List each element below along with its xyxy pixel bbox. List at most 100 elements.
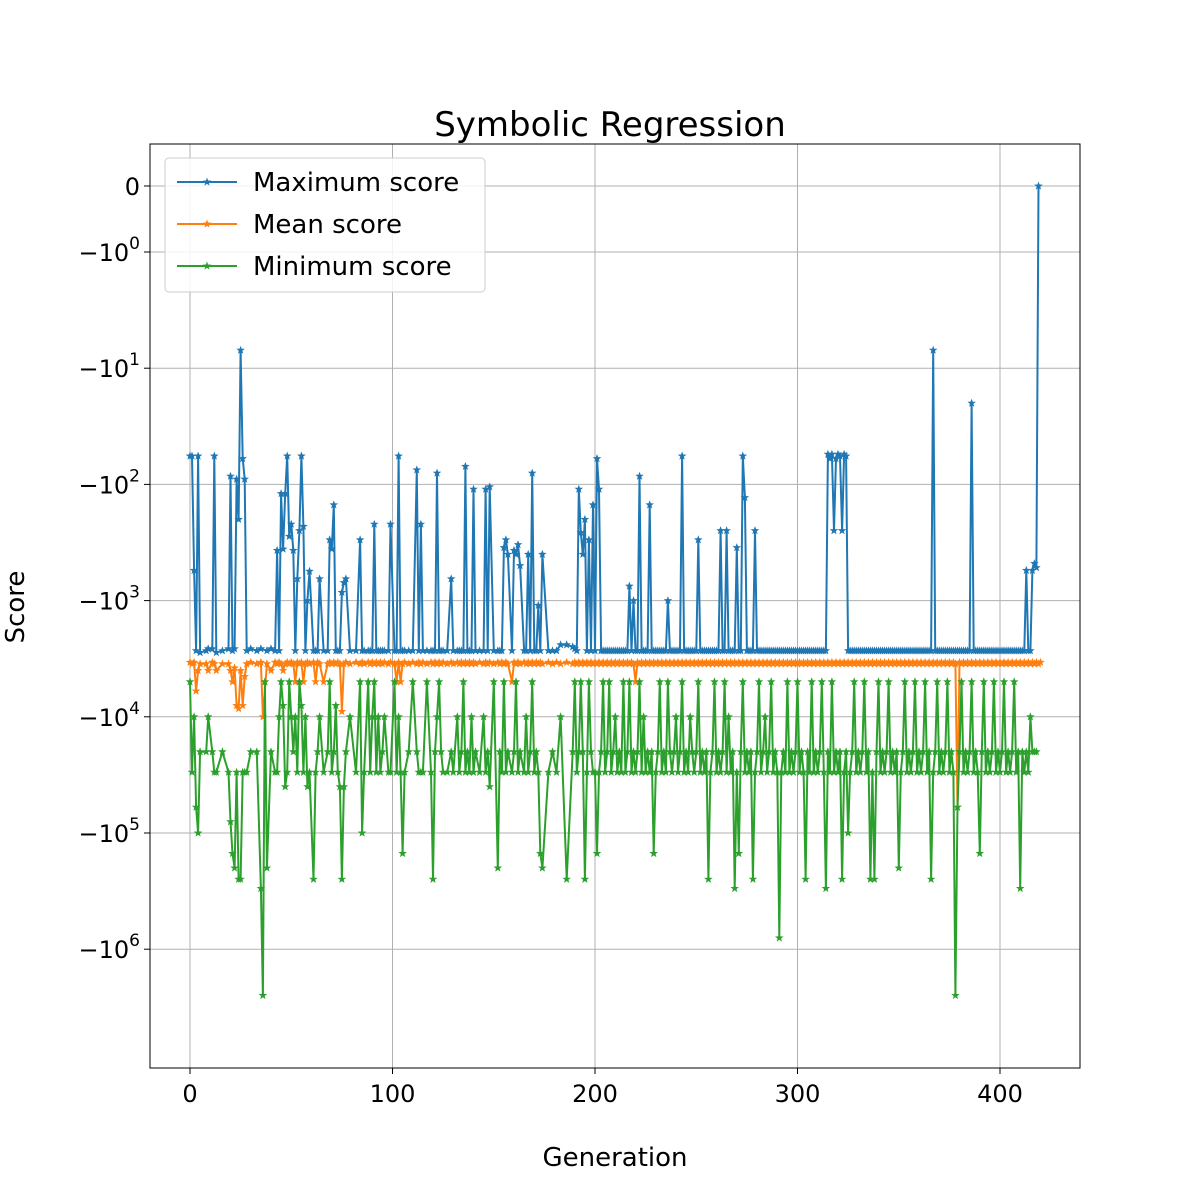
data-point-marker [951,659,960,668]
data-point-marker [700,659,709,668]
data-point-marker [983,747,993,756]
data-point-marker [461,461,470,470]
data-point-marker [1020,767,1029,776]
data-point-marker [191,802,201,811]
data-point-marker [252,659,262,668]
data-point-marker [374,712,383,721]
data-point-marker [355,535,365,544]
data-point-marker [706,657,715,666]
data-point-marker [203,666,213,675]
data-point-marker [333,767,343,776]
data-point-marker [323,646,332,655]
data-point-marker [720,659,729,668]
data-point-marker [750,526,760,535]
data-point-marker [645,657,654,666]
data-point-marker [928,345,938,354]
data-point-marker [793,677,802,686]
data-point-marker [1007,747,1017,756]
series-minimum-score [185,677,1041,1000]
data-point-marker [580,659,590,668]
data-point-marker [203,644,213,653]
data-point-marker [193,451,203,460]
data-point-marker [657,767,667,776]
data-point-marker [843,657,853,666]
data-point-marker [667,767,677,776]
data-point-marker [710,657,719,666]
data-point-marker [675,646,685,655]
data-point-marker [582,646,592,655]
data-point-marker [333,657,343,666]
data-point-marker [189,657,199,666]
data-point-marker [633,646,642,655]
data-point-marker [932,657,942,666]
data-point-marker [357,657,367,666]
data-point-marker [592,849,602,858]
data-point-marker [949,657,958,666]
data-point-marker [457,747,466,756]
data-point-marker [187,659,197,668]
data-point-marker [835,747,845,756]
data-point-marker [961,659,970,668]
data-point-marker [864,747,873,756]
data-point-marker [955,747,964,756]
data-point-marker [845,659,855,668]
data-point-marker [675,747,685,756]
data-point-marker [876,767,885,776]
data-point-marker [1003,747,1013,756]
data-point-marker [766,677,776,686]
data-point-marker [627,646,636,655]
data-point-marker [400,646,409,655]
data-point-marker [422,646,432,655]
data-point-marker [287,657,296,666]
legend-marker [202,177,212,186]
data-point-marker [509,747,519,756]
data-point-marker [896,657,906,666]
data-point-marker [471,659,480,668]
data-point-marker [783,677,792,686]
data-point-marker [854,659,863,668]
data-point-marker [663,677,673,686]
data-point-marker [945,767,954,776]
data-point-marker [459,677,468,686]
data-point-marker [730,883,739,893]
data-point-marker [327,544,336,553]
data-point-marker [224,767,233,776]
data-point-marker [327,767,336,776]
y-tick-label: −106 [79,931,140,964]
data-point-marker [904,657,914,666]
data-point-marker [613,659,622,668]
data-point-marker [396,767,405,776]
data-point-marker [878,659,887,668]
data-point-marker [432,712,442,721]
data-point-marker [572,646,582,655]
data-point-marker [959,657,968,666]
data-point-marker [303,596,312,605]
data-point-marker [849,677,859,686]
data-point-marker [495,659,505,668]
data-point-marker [685,657,695,666]
data-point-marker [671,712,681,721]
data-point-marker [756,659,766,668]
data-point-marker [720,646,729,655]
data-point-marker [525,659,535,668]
data-point-marker [432,659,442,668]
data-point-marker [299,767,308,776]
data-point-marker [230,644,239,653]
data-point-marker [989,677,999,686]
data-point-marker [481,657,490,666]
data-point-marker [892,747,901,756]
data-point-marker [299,677,308,686]
data-point-marker [471,646,480,655]
data-point-marker [365,767,375,776]
data-point-marker [544,767,553,776]
data-point-marker [230,863,239,872]
data-point-marker [274,657,284,666]
data-point-marker [1018,747,1027,756]
data-point-marker [562,874,571,883]
data-point-marker [303,657,312,666]
data-point-marker [434,657,444,666]
data-point-marker [995,657,1005,666]
data-point-marker [185,677,195,686]
x-tick-label: 400 [977,1080,1023,1108]
data-point-marker [845,767,855,776]
